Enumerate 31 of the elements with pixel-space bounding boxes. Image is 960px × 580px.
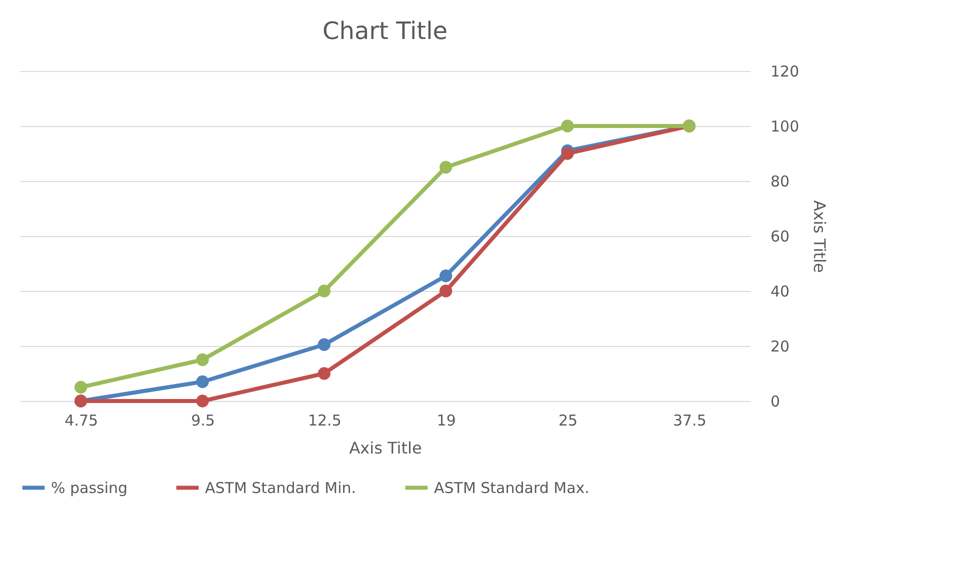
x-tick-label: 19 <box>436 412 456 430</box>
point <box>196 394 209 408</box>
point <box>561 147 574 160</box>
point <box>74 380 88 394</box>
y-tick-label: 120 <box>770 62 800 80</box>
y-axis-title: Axis Title <box>810 200 830 273</box>
y-tick-label: 80 <box>770 172 790 190</box>
x-tick-label: 25 <box>558 412 578 430</box>
point <box>440 160 452 174</box>
y-tick-label: 20 <box>770 338 790 356</box>
x-tick-label: 4.75 <box>64 412 98 430</box>
legend-label: % passing <box>51 478 128 497</box>
point <box>318 367 330 380</box>
point <box>196 353 209 366</box>
y-tick-label: 60 <box>770 228 790 246</box>
point <box>561 120 574 132</box>
x-tick-label: 12.5 <box>308 412 342 430</box>
x-axis-title: Axis Title <box>349 438 422 458</box>
point <box>196 375 209 388</box>
point <box>440 270 452 282</box>
y-tick-label: 0 <box>770 392 780 410</box>
chart-title: Chart Title <box>322 17 448 45</box>
legend-label: ASTM Standard Max. <box>434 478 590 497</box>
point <box>318 338 330 351</box>
point <box>440 284 452 298</box>
y-tick-label: 40 <box>770 282 790 300</box>
x-tick-label: 37.5 <box>672 412 706 430</box>
point <box>318 284 330 298</box>
x-tick-label: 9.5 <box>191 412 215 430</box>
y-tick-label: 100 <box>770 118 800 136</box>
legend-label: ASTM Standard Min. <box>205 478 356 497</box>
